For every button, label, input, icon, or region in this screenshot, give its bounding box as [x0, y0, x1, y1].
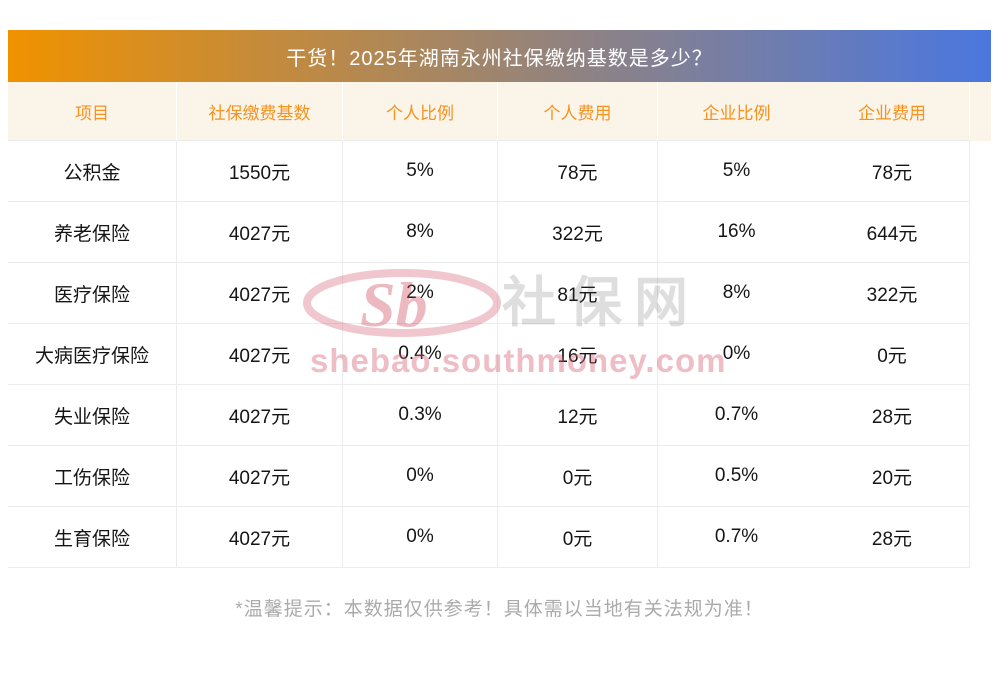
cell-company-rate: 0% — [658, 324, 815, 385]
cell-company-fee: 28元 — [815, 507, 970, 568]
table-row: 失业保险 4027元 0.3% 12元 0.7% 28元 — [8, 385, 991, 446]
cell-company-rate: 0.7% — [658, 507, 815, 568]
cell-project: 医疗保险 — [8, 263, 177, 324]
cell-spacer — [970, 507, 991, 568]
cell-company-fee: 322元 — [815, 263, 970, 324]
cell-company-rate: 16% — [658, 202, 815, 263]
title-banner: 干货！2025年湖南永州社保缴纳基数是多少？ — [8, 30, 991, 82]
cell-project: 失业保险 — [8, 385, 177, 446]
cell-personal-fee: 12元 — [498, 385, 658, 446]
cell-company-rate: 0.5% — [658, 446, 815, 507]
cell-personal-rate: 0.4% — [343, 324, 498, 385]
cell-project: 工伤保险 — [8, 446, 177, 507]
cell-personal-rate: 0% — [343, 507, 498, 568]
column-header-personal-fee: 个人费用 — [498, 82, 658, 141]
cell-personal-fee: 0元 — [498, 507, 658, 568]
cell-spacer — [970, 324, 991, 385]
cell-personal-fee: 78元 — [498, 141, 658, 202]
cell-personal-fee: 16元 — [498, 324, 658, 385]
cell-base: 4027元 — [177, 202, 343, 263]
cell-spacer — [970, 446, 991, 507]
cell-spacer — [970, 202, 991, 263]
table-row: 养老保险 4027元 8% 322元 16% 644元 — [8, 202, 991, 263]
cell-project: 生育保险 — [8, 507, 177, 568]
table-row: 生育保险 4027元 0% 0元 0.7% 28元 — [8, 507, 991, 568]
column-header-project: 项目 — [8, 82, 177, 141]
cell-base: 4027元 — [177, 507, 343, 568]
cell-personal-rate: 5% — [343, 141, 498, 202]
cell-company-fee: 78元 — [815, 141, 970, 202]
column-header-company-fee: 企业费用 — [815, 82, 970, 141]
table-row: 公积金 1550元 5% 78元 5% 78元 — [8, 141, 991, 202]
insurance-table: 项目 社保缴费基数 个人比例 个人费用 企业比例 企业费用 公积金 1550元 … — [8, 82, 991, 568]
cell-spacer — [970, 385, 991, 446]
table-body: 公积金 1550元 5% 78元 5% 78元 养老保险 4027元 8% 32… — [8, 141, 991, 568]
column-header-base: 社保缴费基数 — [177, 82, 343, 141]
cell-project: 大病医疗保险 — [8, 324, 177, 385]
cell-company-fee: 644元 — [815, 202, 970, 263]
cell-spacer — [970, 263, 991, 324]
disclaimer-note: *温馨提示：本数据仅供参考！具体需以当地有关法规为准！ — [235, 599, 764, 620]
table-row: 医疗保险 4027元 2% 81元 8% 322元 — [8, 263, 991, 324]
cell-base: 4027元 — [177, 263, 343, 324]
cell-personal-rate: 8% — [343, 202, 498, 263]
cell-project: 养老保险 — [8, 202, 177, 263]
cell-company-fee: 28元 — [815, 385, 970, 446]
cell-personal-fee: 81元 — [498, 263, 658, 324]
cell-company-fee: 0元 — [815, 324, 970, 385]
cell-base: 4027元 — [177, 324, 343, 385]
table-row: 工伤保险 4027元 0% 0元 0.5% 20元 — [8, 446, 991, 507]
cell-personal-rate: 0% — [343, 446, 498, 507]
cell-base: 4027元 — [177, 446, 343, 507]
cell-personal-fee: 0元 — [498, 446, 658, 507]
infographic-page: 干货！2025年湖南永州社保缴纳基数是多少？ 项目 社保缴费基数 个人比例 个人… — [8, 30, 991, 621]
cell-company-fee: 20元 — [815, 446, 970, 507]
column-header-company-rate: 企业比例 — [658, 82, 815, 141]
cell-company-rate: 0.7% — [658, 385, 815, 446]
cell-personal-rate: 0.3% — [343, 385, 498, 446]
cell-base: 1550元 — [177, 141, 343, 202]
column-header-spacer — [970, 82, 991, 141]
cell-company-rate: 8% — [658, 263, 815, 324]
column-header-personal-rate: 个人比例 — [343, 82, 498, 141]
cell-project: 公积金 — [8, 141, 177, 202]
table-row: 大病医疗保险 4027元 0.4% 16元 0% 0元 — [8, 324, 991, 385]
cell-spacer — [970, 141, 991, 202]
cell-personal-rate: 2% — [343, 263, 498, 324]
page-title: 干货！2025年湖南永州社保缴纳基数是多少？ — [286, 47, 713, 70]
table-header-row: 项目 社保缴费基数 个人比例 个人费用 企业比例 企业费用 — [8, 82, 991, 141]
cell-personal-fee: 322元 — [498, 202, 658, 263]
cell-company-rate: 5% — [658, 141, 815, 202]
cell-base: 4027元 — [177, 385, 343, 446]
